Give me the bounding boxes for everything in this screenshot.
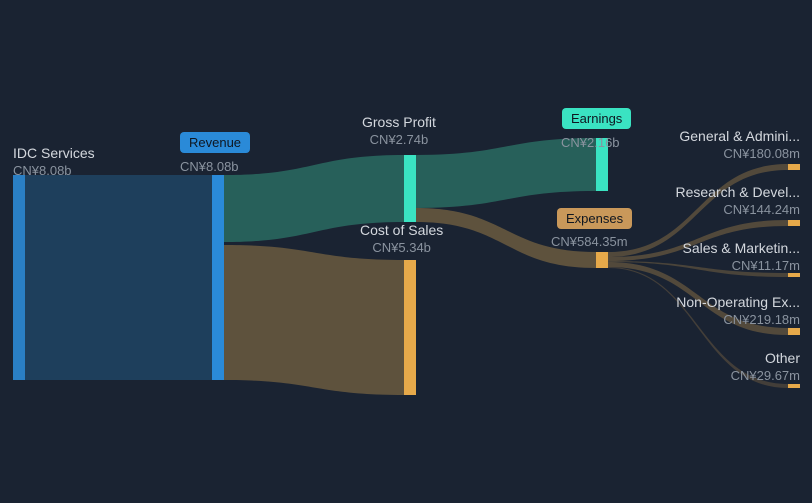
node-label-other: Other CN¥29.67m <box>731 350 800 383</box>
node-label-cost-of-sales: Cost of Sales CN¥5.34b <box>360 222 443 255</box>
node-label-non-op: Non-Operating Ex... CN¥219.18m <box>676 294 800 327</box>
cost-of-sales-value: CN¥5.34b <box>360 240 443 255</box>
revenue-value: CN¥8.08b <box>180 159 239 174</box>
sales-mkt-name: Sales & Marketin... <box>683 240 801 256</box>
sankey-link <box>25 175 212 380</box>
sankey-node-other <box>788 384 800 388</box>
other-value: CN¥29.67m <box>731 368 800 383</box>
node-label-research-dev: Research & Devel... CN¥144.24m <box>676 184 801 217</box>
node-label-sales-mkt: Sales & Marketin... CN¥11.17m <box>683 240 801 273</box>
other-name: Other <box>731 350 800 366</box>
cost-of-sales-name: Cost of Sales <box>360 222 443 238</box>
node-badge-revenue: Revenue <box>180 132 250 153</box>
expenses-value: CN¥584.35m <box>551 234 628 249</box>
non-op-name: Non-Operating Ex... <box>676 294 800 310</box>
research-dev-name: Research & Devel... <box>676 184 801 200</box>
earnings-badge: Earnings <box>562 108 631 129</box>
node-badge-earnings: Earnings <box>562 108 631 129</box>
idc-services-value: CN¥8.08b <box>13 163 95 178</box>
sankey-node-expenses <box>596 252 608 268</box>
research-dev-value: CN¥144.24m <box>676 202 801 217</box>
general-admin-name: General & Admini... <box>679 128 800 144</box>
node-label-idc-services: IDC Services CN¥8.08b <box>13 145 95 178</box>
revenue-value-wrap: CN¥8.08b <box>180 157 239 174</box>
non-op-value: CN¥219.18m <box>676 312 800 327</box>
gross-profit-value: CN¥2.74b <box>362 132 436 147</box>
node-badge-expenses: Expenses <box>557 208 632 229</box>
gross-profit-name: Gross Profit <box>362 114 436 130</box>
expenses-badge: Expenses <box>557 208 632 229</box>
earnings-value-wrap: CN¥2.16b <box>561 133 620 150</box>
node-label-gross-profit: Gross Profit CN¥2.74b <box>362 114 436 147</box>
sankey-node-cost-of-sales <box>404 260 416 395</box>
earnings-value: CN¥2.16b <box>561 135 620 150</box>
sales-mkt-value: CN¥11.17m <box>683 258 801 273</box>
sankey-node-general-admin <box>788 164 800 170</box>
sankey-node-sales-mkt <box>788 273 800 277</box>
sankey-node-non-op <box>788 328 800 335</box>
sankey-node-revenue <box>212 175 224 380</box>
expenses-value-wrap: CN¥584.35m <box>551 232 628 249</box>
node-label-general-admin: General & Admini... CN¥180.08m <box>679 128 800 161</box>
sankey-node-research-dev <box>788 220 800 226</box>
idc-services-name: IDC Services <box>13 145 95 161</box>
sankey-link <box>224 245 404 395</box>
sankey-node-idc-services <box>13 175 25 380</box>
revenue-badge: Revenue <box>180 132 250 153</box>
sankey-node-gross-profit <box>404 155 416 222</box>
general-admin-value: CN¥180.08m <box>679 146 800 161</box>
